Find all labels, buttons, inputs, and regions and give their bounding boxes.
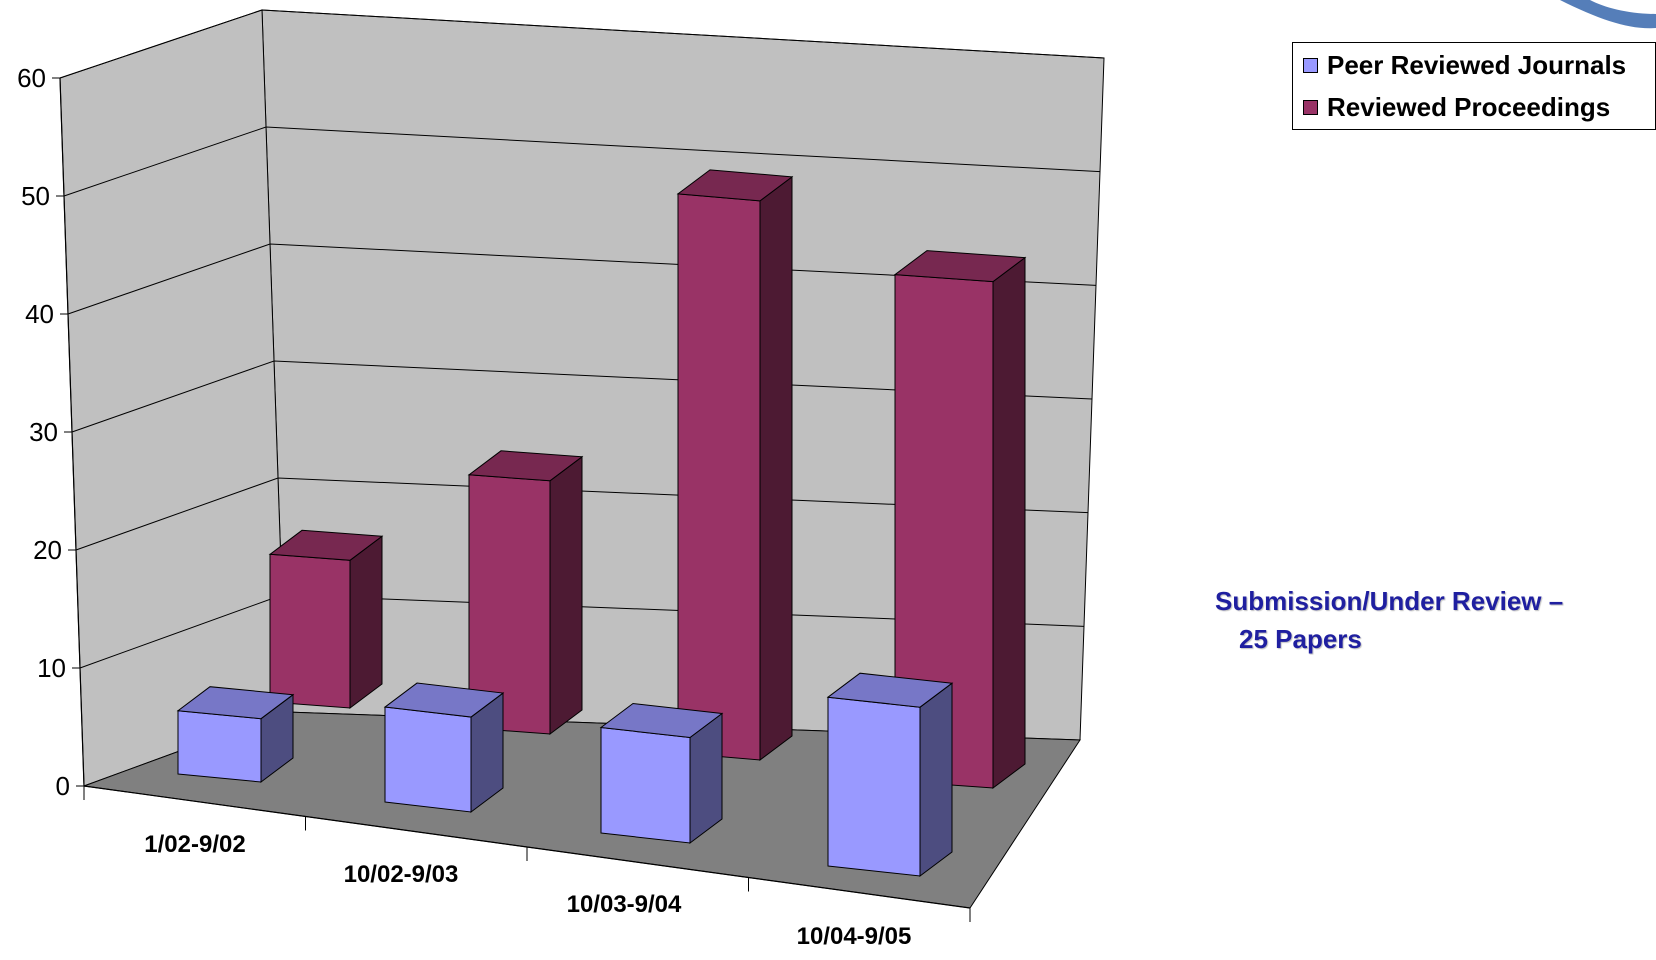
- legend-item-reviewed-proceedings: Reviewed Proceedings: [1303, 92, 1610, 122]
- y-tick-label: 60: [17, 63, 46, 93]
- bar-front-face: [269, 553, 351, 709]
- bar-journals: [383, 682, 505, 813]
- x-tick-label: 10/03-9/04: [567, 891, 682, 918]
- bar-side-face: [992, 256, 1026, 789]
- x-tick-label: 10/04-9/05: [797, 923, 912, 950]
- bar-side-face: [759, 175, 793, 761]
- gridline: [75, 477, 1089, 551]
- gridline: [63, 126, 1101, 197]
- x-tick-label: 10/02-9/03: [344, 861, 459, 888]
- bar-journals: [826, 672, 954, 877]
- corner-swoosh-logo: [1560, 0, 1656, 29]
- submission-note: Submission/Under Review – 25 Papers: [1215, 582, 1651, 658]
- bar-front-face: [177, 710, 262, 783]
- bar-top-face: [268, 529, 384, 561]
- x-tick-label: 1/02-9/02: [144, 831, 245, 858]
- bar-proceedings: [467, 450, 584, 735]
- bar-journals: [599, 702, 724, 844]
- gridline: [67, 243, 1097, 315]
- submission-note-line1: Submission/Under Review –: [1215, 586, 1564, 616]
- y-tick-label: 40: [25, 299, 54, 329]
- gridline: [71, 360, 1093, 433]
- bar-journals: [176, 686, 295, 783]
- gridline: [59, 9, 1105, 79]
- bar-top-face: [826, 672, 954, 708]
- bar-side-face: [349, 535, 383, 709]
- y-tick-label: 10: [37, 653, 66, 683]
- bar-side-face: [919, 682, 953, 877]
- bar-top-face: [176, 686, 295, 720]
- legend-swatch-proceedings: [1303, 99, 1318, 115]
- bar-front-face: [384, 706, 472, 813]
- legend-swatch-journals: [1303, 57, 1318, 73]
- legend-label-proceedings: Reviewed Proceedings: [1327, 91, 1611, 122]
- submission-note-line2: 25 Papers: [1239, 624, 1362, 654]
- y-tick-label: 0: [56, 771, 70, 801]
- bar-front-face: [677, 193, 761, 761]
- bar-front-face: [600, 726, 691, 844]
- bar-top-face: [467, 450, 584, 482]
- bar-proceedings: [268, 529, 384, 709]
- bar-top-face: [599, 702, 724, 739]
- bar-top-face: [383, 682, 505, 718]
- bar-front-face: [827, 696, 921, 877]
- y-tick-label: 30: [29, 417, 58, 447]
- bar-side-face: [549, 455, 583, 735]
- y-tick-label: 50: [21, 181, 50, 211]
- bar-proceedings: [676, 169, 794, 761]
- chart-legend: Peer Reviewed Journals Reviewed Proceedi…: [1292, 42, 1656, 130]
- legend-item-peer-reviewed-journals: Peer Reviewed Journals: [1303, 50, 1626, 80]
- bar-proceedings: [893, 250, 1027, 789]
- chart-side-wall: [59, 9, 287, 787]
- bar-top-face: [676, 169, 794, 202]
- bar-top-face: [893, 250, 1027, 283]
- y-tick-label: 20: [33, 535, 62, 565]
- legend-label-journals: Peer Reviewed Journals: [1327, 49, 1627, 80]
